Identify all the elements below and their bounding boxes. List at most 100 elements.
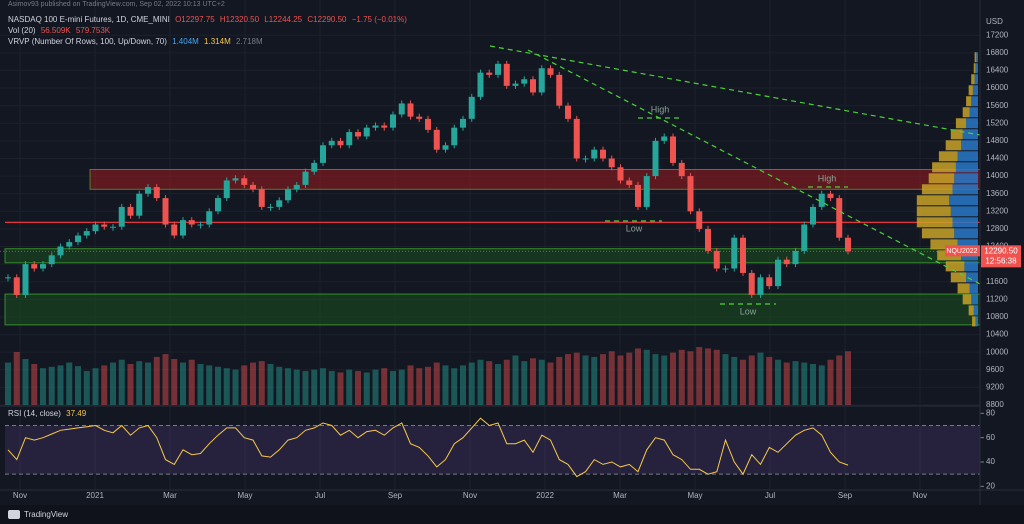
footer-bar bbox=[0, 505, 1024, 524]
candle bbox=[503, 63, 510, 86]
candle bbox=[31, 264, 38, 269]
volume-bar bbox=[792, 361, 799, 405]
volume-bar bbox=[827, 359, 834, 405]
volume-bar bbox=[661, 355, 668, 405]
volume-bar bbox=[223, 368, 230, 405]
profile-down bbox=[966, 96, 972, 107]
volume-bar bbox=[573, 352, 580, 405]
candle bbox=[40, 264, 46, 269]
profile-down bbox=[972, 316, 976, 327]
profile-down bbox=[945, 140, 961, 151]
candle bbox=[512, 83, 519, 86]
y-tick-label: 11200 bbox=[986, 294, 1008, 303]
profile-down bbox=[950, 129, 963, 140]
publisher: Asimov93 published on TradingView.com, S… bbox=[8, 1, 228, 8]
candle bbox=[118, 206, 125, 227]
volume-bar bbox=[66, 362, 73, 405]
volume-bar bbox=[731, 356, 738, 405]
profile-down bbox=[962, 294, 972, 305]
trend-line bbox=[489, 45, 981, 136]
y-tick-label: 10000 bbox=[986, 347, 1009, 356]
x-tick-label: Jul bbox=[765, 491, 775, 500]
volume-bar bbox=[75, 366, 81, 405]
volume-bar bbox=[670, 352, 676, 405]
volume-bar bbox=[372, 369, 379, 405]
candle bbox=[162, 198, 169, 225]
candle bbox=[425, 118, 431, 130]
zone bbox=[89, 168, 981, 190]
volume-bar bbox=[40, 368, 46, 405]
profile-up bbox=[954, 228, 978, 239]
profile-down bbox=[962, 107, 970, 118]
rsi-tick-label: 60 bbox=[986, 433, 995, 442]
volume-bar bbox=[57, 365, 64, 405]
volume-bar bbox=[206, 365, 213, 405]
volume-bar bbox=[188, 359, 195, 405]
volume-bar bbox=[818, 365, 825, 405]
rsi-band bbox=[5, 425, 980, 475]
y-tick-label: 9600 bbox=[986, 365, 1004, 374]
ohlc: H12320.50 bbox=[219, 15, 260, 24]
profile-down bbox=[921, 184, 953, 195]
candle bbox=[775, 259, 781, 287]
profile-up bbox=[957, 151, 978, 162]
volume-bar bbox=[171, 359, 178, 405]
volume-bar bbox=[398, 369, 405, 405]
volume-pane bbox=[5, 347, 851, 405]
rsi-tick-label: 40 bbox=[986, 457, 995, 466]
candle bbox=[477, 72, 484, 97]
candle bbox=[101, 224, 108, 227]
profile-down bbox=[945, 261, 965, 272]
vol-label: Vol (20) bbox=[8, 26, 36, 35]
rsi-value: 37.49 bbox=[66, 409, 87, 418]
y-tick-label: 16000 bbox=[986, 83, 1009, 92]
volume-bar bbox=[766, 356, 773, 405]
volume-bar bbox=[652, 354, 659, 405]
volume-bar bbox=[775, 359, 781, 405]
volume-bar bbox=[381, 368, 388, 405]
volume-bar bbox=[258, 361, 265, 405]
profile-up bbox=[952, 217, 978, 228]
trend-line bbox=[527, 49, 981, 285]
volume-bar bbox=[311, 369, 318, 405]
profile-down bbox=[916, 217, 953, 228]
symbol-tag: NQU2022 bbox=[946, 248, 977, 255]
profile-down bbox=[955, 118, 967, 129]
rsi-tick-label: 20 bbox=[986, 481, 995, 490]
candle bbox=[792, 250, 799, 265]
vrvp-value: 2.718M bbox=[235, 37, 263, 46]
volume-bar bbox=[162, 354, 169, 405]
candle bbox=[836, 198, 843, 238]
candle bbox=[372, 125, 379, 128]
candle bbox=[783, 259, 790, 265]
candle bbox=[241, 178, 248, 185]
volume-bar bbox=[696, 347, 703, 405]
volume-bar bbox=[635, 348, 641, 405]
candle bbox=[486, 72, 493, 75]
volume-bar bbox=[407, 365, 414, 405]
profile-down bbox=[916, 206, 951, 217]
candle bbox=[258, 189, 265, 207]
x-tick-label: Nov bbox=[463, 491, 477, 500]
profile-down bbox=[928, 173, 955, 184]
volume-bar bbox=[495, 363, 501, 405]
volume-bar bbox=[293, 369, 300, 405]
volume-bar bbox=[48, 366, 55, 405]
profile-up bbox=[955, 162, 978, 173]
volume-bar bbox=[425, 366, 431, 405]
y-tick-label: 9200 bbox=[986, 383, 1004, 392]
y-tick-label: 11600 bbox=[986, 277, 1008, 286]
volume-bar bbox=[180, 362, 186, 405]
candle bbox=[407, 103, 414, 117]
volume-bar bbox=[13, 351, 20, 405]
candle bbox=[713, 250, 720, 269]
candle bbox=[652, 140, 659, 177]
x-tick-label: May bbox=[687, 491, 702, 500]
candle bbox=[311, 162, 318, 172]
candle bbox=[565, 105, 571, 119]
volume-bar bbox=[845, 351, 851, 405]
rsi-line bbox=[7, 417, 849, 478]
y-tick-label: 12800 bbox=[986, 224, 1009, 233]
candle bbox=[538, 68, 545, 93]
candle bbox=[600, 149, 606, 159]
